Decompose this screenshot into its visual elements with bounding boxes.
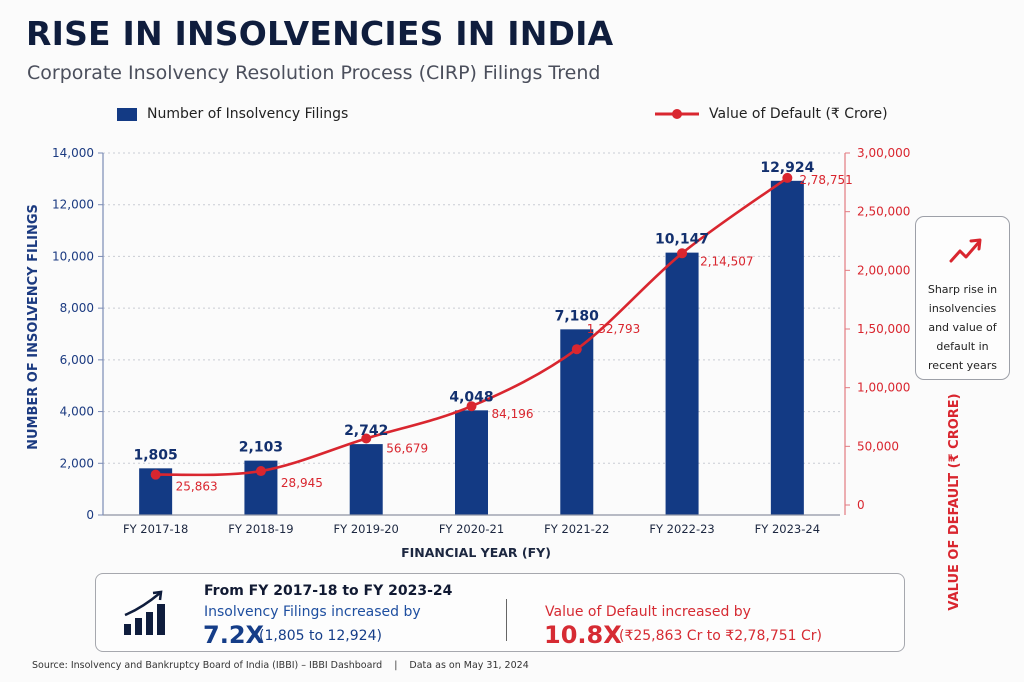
default-detail: (₹25,863 Cr to ₹2,78,751 Cr) <box>619 628 822 644</box>
summary-panel: From FY 2017-18 to FY 2023-24 Insolvency… <box>95 573 905 652</box>
filings-multiplier: 7.2X <box>203 621 265 649</box>
x-axis-title: FINANCIAL YEAR (FY) <box>401 545 551 560</box>
x-tick-label: FY 2023-24 <box>755 522 820 536</box>
bar <box>349 444 383 515</box>
line-value-label: 1,32,793 <box>587 322 640 336</box>
line-value-label: 2,78,751 <box>799 173 852 187</box>
summary-range: From FY 2017-18 to FY 2023-24 <box>204 583 453 599</box>
y-left-tick-label: 2,000 <box>60 456 94 470</box>
line-point <box>361 433 372 444</box>
y-axis-right-title: VALUE OF DEFAULT (₹ CRORE) <box>947 393 962 610</box>
page-title: RISE IN INSOLVENCIES IN INDIA <box>26 14 614 53</box>
bar-value-label: 7,180 <box>555 308 600 324</box>
y-left-tick-label: 12,000 <box>52 198 94 212</box>
bar <box>665 252 699 516</box>
x-tick-label: FY 2021-22 <box>544 522 609 536</box>
line-point <box>571 344 582 355</box>
default-value-line <box>150 172 793 480</box>
bar <box>770 180 804 516</box>
legend-line-label: Value of Default (₹ Crore) <box>709 106 888 122</box>
y-left-tick-label: 14,000 <box>52 146 94 160</box>
line-point <box>150 469 161 480</box>
x-tick-label: FY 2019-20 <box>334 522 399 536</box>
line-value-label: 2,14,507 <box>700 254 753 268</box>
y-left-tick-label: 10,000 <box>52 249 94 263</box>
bar-value-label: 2,742 <box>344 423 388 439</box>
y-right-tick-label: 50,000 <box>857 439 899 453</box>
filings-detail: (1,805 to 12,924) <box>259 628 382 644</box>
line-value-label: 28,945 <box>281 476 323 490</box>
legend-bar: Number of Insolvency Filings <box>117 106 348 122</box>
insight-callout: Sharp rise in insolvencies and value of … <box>915 216 1010 380</box>
legend-bar-swatch <box>117 107 137 121</box>
bar <box>560 329 594 515</box>
x-tick-label: FY 2020-21 <box>439 522 504 536</box>
legend-line: Value of Default (₹ Crore) <box>655 106 888 122</box>
footer-separator: | <box>394 660 398 671</box>
bar-chart-growth-icon <box>124 590 165 635</box>
line-point <box>782 172 793 183</box>
y-right-tick-label: 3,00,000 <box>857 146 910 160</box>
default-multiplier: 10.8X <box>544 621 622 649</box>
line-point <box>255 466 266 477</box>
line-value-label: 25,863 <box>176 480 218 494</box>
y-axis-left-title: NUMBER OF INSOLVENCY FILINGS <box>26 204 41 450</box>
x-tick-label: FY 2018-19 <box>228 522 293 536</box>
data-labels: 1,805 2,103 2,742 4,048 7,180 10,147 12,924 25,… <box>133 160 852 494</box>
line-value-label: 84,196 <box>492 407 534 421</box>
bar-value-label: 12,924 <box>760 160 814 176</box>
y-right-tick-label: 1,00,000 <box>857 381 910 395</box>
bar-value-label: 10,147 <box>655 232 709 248</box>
x-tick-label: FY 2017-18 <box>123 522 188 536</box>
y-right-tick-label: 0 <box>857 498 865 512</box>
y-right-tick-label: 1,50,000 <box>857 322 910 336</box>
footer-source: Source: Insolvency and Bankruptcy Board … <box>32 660 383 671</box>
bar-value-label: 4,048 <box>449 389 493 405</box>
line-point <box>677 248 688 259</box>
y-right-tick-label: 2,00,000 <box>857 263 910 277</box>
bar <box>455 410 488 515</box>
bars <box>139 180 804 516</box>
y-right-tick-label: 2,50,000 <box>857 205 910 219</box>
bar-value-label: 1,805 <box>133 447 177 463</box>
y-left-tick-label: 0 <box>86 508 94 522</box>
filings-increase-label: Insolvency Filings increased by <box>204 604 421 620</box>
summary-divider <box>506 599 507 641</box>
page-subtitle: Corporate Insolvency Resolution Process … <box>27 62 601 84</box>
trend-up-arrow-icon <box>949 238 982 263</box>
bar-value-label: 2,103 <box>239 440 283 456</box>
line-value-label: 56,679 <box>386 441 428 455</box>
y-left-tick-label: 8,000 <box>60 301 94 315</box>
footer: Source: Insolvency and Bankruptcy Board … <box>32 660 529 671</box>
line-point <box>466 401 477 412</box>
legend-line-marker <box>655 109 699 119</box>
axes: 0 2,000 4,000 6,000 8,000 10,000 12,000 14,000 0… <box>52 146 910 536</box>
y-left-tick-label: 4,000 <box>60 405 94 419</box>
callout-text: Sharp rise in insolvencies and value of … <box>927 283 998 372</box>
default-increase-label: Value of Default increased by <box>545 604 751 620</box>
footer-date: Data as on May 31, 2024 <box>409 660 529 671</box>
y-left-tick-label: 6,000 <box>60 353 94 367</box>
legend-bar-label: Number of Insolvency Filings <box>147 106 349 122</box>
x-tick-label: FY 2022-23 <box>649 522 714 536</box>
